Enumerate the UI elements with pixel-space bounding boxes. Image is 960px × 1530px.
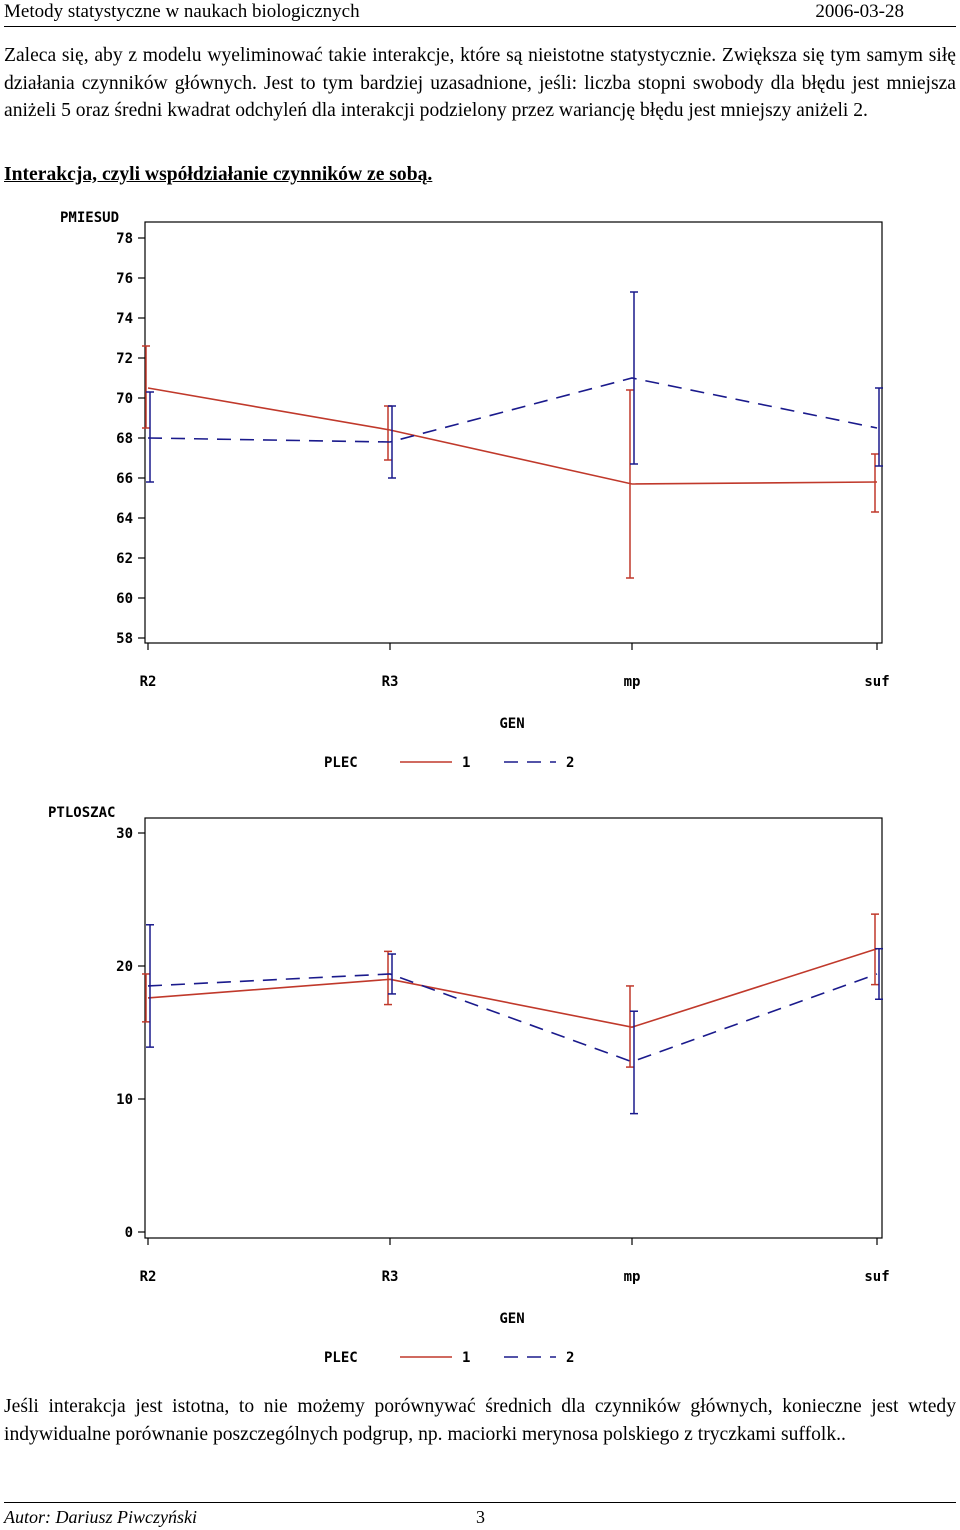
x-tick-label: mp — [624, 674, 641, 690]
header-title: Metody statystyczne w naukach biologiczn… — [4, 1, 360, 22]
x-tick-label: R2 — [140, 674, 157, 690]
legend-title: PLEC — [324, 1350, 358, 1366]
series-line-2 — [147, 973, 878, 1063]
y-tick-label: 30 — [116, 826, 133, 842]
series-line-1 — [147, 947, 878, 1029]
intro-paragraph: Zaleca się, aby z modelu wyeliminować ta… — [4, 45, 956, 121]
y-tick-label: 62 — [116, 551, 133, 567]
x-tick-label: mp — [624, 1269, 641, 1285]
legend-label: 2 — [566, 755, 574, 771]
conclusion-paragraph: Jeśli interakcja jest istotna, to nie mo… — [4, 1396, 956, 1445]
y-tick-label: 70 — [116, 391, 133, 407]
footer-author: Autor: Dariusz Piwczyński — [4, 1507, 197, 1527]
y-tick-label: 58 — [116, 631, 133, 647]
legend-label: 1 — [462, 755, 470, 771]
y-tick-label: 68 — [116, 431, 133, 447]
y-axis-label: PTLOSZAC — [48, 805, 115, 821]
x-tick-label: suf — [864, 674, 889, 690]
chart-pmiesud: PMIESUD 58 60 62 64 66 68 70 72 74 76 78 R2 R3 mp suf GE… — [60, 210, 890, 771]
legend-label: 1 — [462, 1350, 470, 1366]
y-tick-label: 78 — [116, 231, 133, 247]
series-line-1 — [147, 387, 878, 485]
chart-ptloszac: PTLOSZAC 0 10 20 30 R2 R3 mp suf GEN PLEC 1 2 — [48, 805, 890, 1366]
y-tick-label: 66 — [116, 471, 133, 487]
series-line-2 — [147, 377, 878, 443]
plot-frame — [144, 221, 883, 644]
x-axis-label: GEN — [499, 1311, 524, 1327]
plot-frame — [144, 817, 883, 1239]
y-tick-label: 74 — [116, 311, 133, 327]
y-tick-label: 10 — [116, 1092, 133, 1108]
y-tick-label: 64 — [116, 511, 133, 527]
y-tick-label: 20 — [116, 959, 133, 975]
y-axis-label: PMIESUD — [60, 210, 119, 226]
x-tick-label: R3 — [382, 1269, 399, 1285]
page-footer: Autor: Dariusz Piwczyński 3 — [4, 1502, 956, 1529]
section-heading: Interakcja, czyli współdziałanie czynnik… — [4, 164, 433, 185]
x-tick-label: suf — [864, 1269, 889, 1285]
x-tick-label: R2 — [140, 1269, 157, 1285]
legend-label: 2 — [566, 1350, 574, 1366]
y-tick-label: 0 — [125, 1225, 133, 1241]
legend-title: PLEC — [324, 755, 358, 771]
y-tick-label: 72 — [116, 351, 133, 367]
y-tick-label: 60 — [116, 591, 133, 607]
x-axis-label: GEN — [499, 716, 524, 732]
x-tick-label: R3 — [382, 674, 399, 690]
y-tick-label: 76 — [116, 271, 133, 287]
header-date: 2006-03-28 — [815, 1, 904, 22]
page-number: 3 — [476, 1507, 485, 1527]
page-header: Metody statystyczne w naukach biologiczn… — [4, 0, 956, 27]
